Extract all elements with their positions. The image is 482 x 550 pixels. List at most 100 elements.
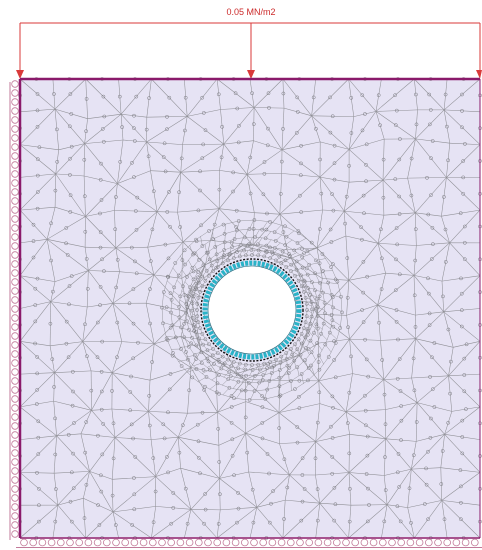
mesh-node <box>165 114 169 119</box>
roller-support-icon <box>332 538 341 547</box>
mesh-edge <box>211 260 218 266</box>
roller-support-icon <box>38 538 47 547</box>
roller-support-icon <box>11 341 19 349</box>
mesh-edge <box>291 247 318 259</box>
mesh-node <box>462 240 467 245</box>
mesh-edge <box>54 341 83 373</box>
mesh-edge <box>281 352 287 357</box>
mesh-node <box>321 290 325 295</box>
mesh-edge <box>315 403 321 442</box>
mesh-node <box>217 391 221 396</box>
mesh-node <box>217 460 222 464</box>
mesh-node <box>163 242 168 247</box>
mesh-node <box>265 211 269 216</box>
mesh-edge <box>385 438 412 470</box>
mesh-node <box>332 177 337 182</box>
roller-support-icon <box>11 269 19 277</box>
mesh-edge <box>441 281 444 312</box>
mesh-node <box>427 311 432 316</box>
mesh-edge <box>249 369 253 377</box>
mesh-edge <box>375 78 415 112</box>
mesh-edge <box>88 270 114 304</box>
roller-support-icon <box>11 467 19 475</box>
mesh-edge <box>84 139 124 144</box>
mesh-edge <box>383 377 412 380</box>
mesh-edge <box>91 410 116 438</box>
mesh-node <box>283 243 288 247</box>
mesh-edge <box>377 215 385 244</box>
roller-support-icon <box>323 538 332 547</box>
mesh-node <box>115 320 120 325</box>
mesh-edge <box>318 373 353 382</box>
mesh-node <box>366 486 370 491</box>
mesh-edge <box>377 304 381 341</box>
mesh-node <box>196 320 201 325</box>
mesh-edge <box>192 377 206 387</box>
roller-support-icon <box>11 242 19 250</box>
mesh-node <box>99 489 104 494</box>
mesh-node <box>294 259 299 264</box>
mesh-edge <box>55 143 85 175</box>
mesh-node <box>426 291 431 296</box>
mesh-edge <box>156 211 184 243</box>
mesh-edge <box>246 174 255 213</box>
mesh-edge <box>344 210 379 244</box>
mesh-node <box>34 402 39 406</box>
mesh-node <box>308 321 313 326</box>
mesh-node <box>239 374 244 379</box>
mesh-node <box>52 385 56 389</box>
mesh-edge <box>280 388 295 396</box>
mesh-node <box>146 154 151 159</box>
roller-support-icon <box>11 224 19 232</box>
mesh-node <box>366 374 371 379</box>
mesh-node <box>295 347 300 352</box>
mesh-edge <box>444 411 453 435</box>
mesh-edge <box>223 143 248 175</box>
mesh-node <box>213 245 218 249</box>
mesh-node <box>248 155 253 160</box>
mesh-node <box>237 254 242 259</box>
left-roller-supports <box>9 80 19 540</box>
mesh-node <box>310 307 314 312</box>
mesh-edge <box>186 311 202 351</box>
mesh-node <box>199 350 204 355</box>
mesh-edge <box>223 107 255 145</box>
mesh-node <box>307 262 312 267</box>
mesh-node <box>396 452 401 456</box>
mesh-node <box>196 439 201 444</box>
mesh-edge <box>184 509 192 539</box>
roller-support-icon <box>296 538 304 547</box>
mesh-edge <box>411 468 442 501</box>
mesh-node <box>287 252 291 256</box>
roller-support-icon <box>158 538 166 547</box>
mesh-node <box>345 295 350 300</box>
mesh-node <box>429 156 433 161</box>
mesh-edge <box>112 476 156 480</box>
mesh-node <box>147 423 152 428</box>
mesh-node <box>367 503 371 507</box>
mesh-node <box>182 335 187 340</box>
mesh-node <box>317 280 322 285</box>
mesh-node <box>95 355 100 360</box>
mesh-nodes <box>18 77 482 540</box>
mesh-node <box>84 129 88 134</box>
mesh-node <box>343 221 347 226</box>
mesh-edge <box>56 410 92 437</box>
mesh-edge <box>112 511 152 539</box>
mesh-node <box>245 450 250 455</box>
mesh-edge <box>292 354 295 362</box>
mesh-edge <box>184 78 188 117</box>
mesh-node <box>110 493 115 498</box>
mesh-edge <box>115 246 148 249</box>
roller-support-icon <box>11 80 19 88</box>
mesh-edge <box>193 289 196 297</box>
mesh-node <box>308 293 312 297</box>
mesh-node <box>169 310 173 315</box>
mesh-edge <box>348 78 355 117</box>
mesh-edge <box>155 476 192 510</box>
mesh-edge <box>224 230 237 235</box>
mesh-edge <box>414 78 418 110</box>
mesh-node <box>279 354 284 359</box>
mesh-node <box>136 340 140 345</box>
mesh-edge <box>199 338 204 345</box>
